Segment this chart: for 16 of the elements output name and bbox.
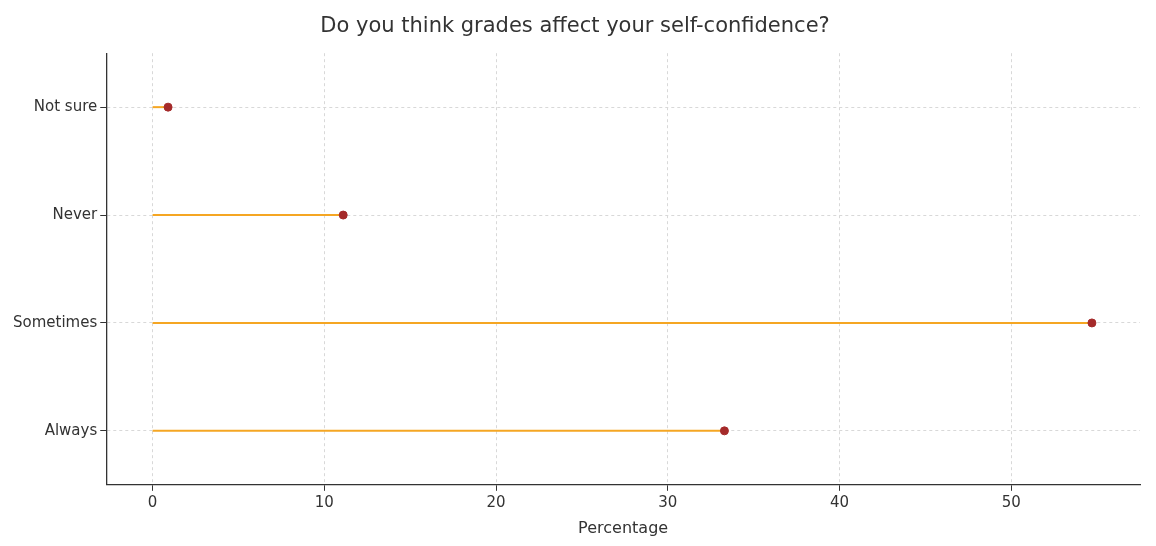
y-tick-label: Not sure xyxy=(33,97,98,116)
point xyxy=(719,426,729,436)
x-tick-label: 40 xyxy=(829,492,850,511)
x-tick-label: 30 xyxy=(658,492,678,511)
x-axis-title: Percentage xyxy=(578,517,669,537)
point xyxy=(163,102,173,112)
y-tick-label: Always xyxy=(44,420,98,439)
y-tick-label: Sometimes xyxy=(12,312,98,331)
x-tick-label: 50 xyxy=(1001,492,1021,511)
x-tick-label: 10 xyxy=(314,492,334,511)
point xyxy=(338,210,348,220)
x-tick-label: 20 xyxy=(486,492,506,511)
x-tick-label: 0 xyxy=(147,492,158,511)
point xyxy=(1087,318,1097,328)
y-tick-label: Never xyxy=(52,204,99,223)
chart-title: Do you think grades affect your self-confidence? xyxy=(320,13,830,38)
